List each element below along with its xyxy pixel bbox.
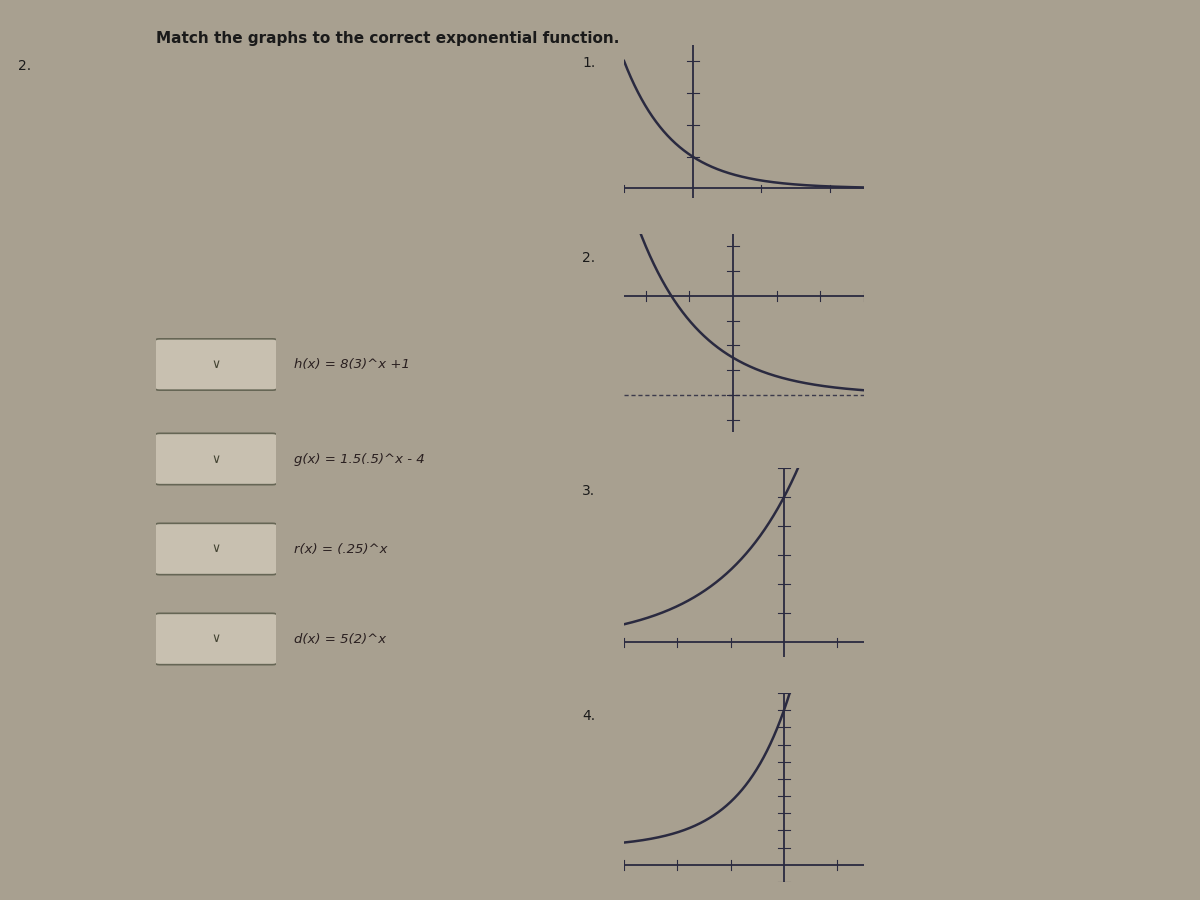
Text: g(x) = 1.5(.5)^x - 4: g(x) = 1.5(.5)^x - 4 (294, 453, 425, 465)
Text: ∨: ∨ (211, 543, 221, 555)
Text: 3.: 3. (582, 483, 595, 498)
Text: r(x) = (.25)^x: r(x) = (.25)^x (294, 543, 388, 555)
Text: 2.: 2. (582, 251, 595, 265)
Text: ∨: ∨ (211, 453, 221, 465)
Text: Match the graphs to the correct exponential function.: Match the graphs to the correct exponent… (156, 32, 619, 47)
FancyBboxPatch shape (155, 523, 277, 575)
Text: h(x) = 8(3)^x +1: h(x) = 8(3)^x +1 (294, 358, 410, 371)
Text: ∨: ∨ (211, 633, 221, 645)
Text: 1.: 1. (582, 57, 595, 70)
Text: 4.: 4. (582, 708, 595, 723)
FancyBboxPatch shape (155, 613, 277, 665)
FancyBboxPatch shape (155, 433, 277, 485)
Text: 2.: 2. (18, 58, 31, 73)
Text: ∨: ∨ (211, 358, 221, 371)
FancyBboxPatch shape (155, 338, 277, 391)
Text: d(x) = 5(2)^x: d(x) = 5(2)^x (294, 633, 386, 645)
